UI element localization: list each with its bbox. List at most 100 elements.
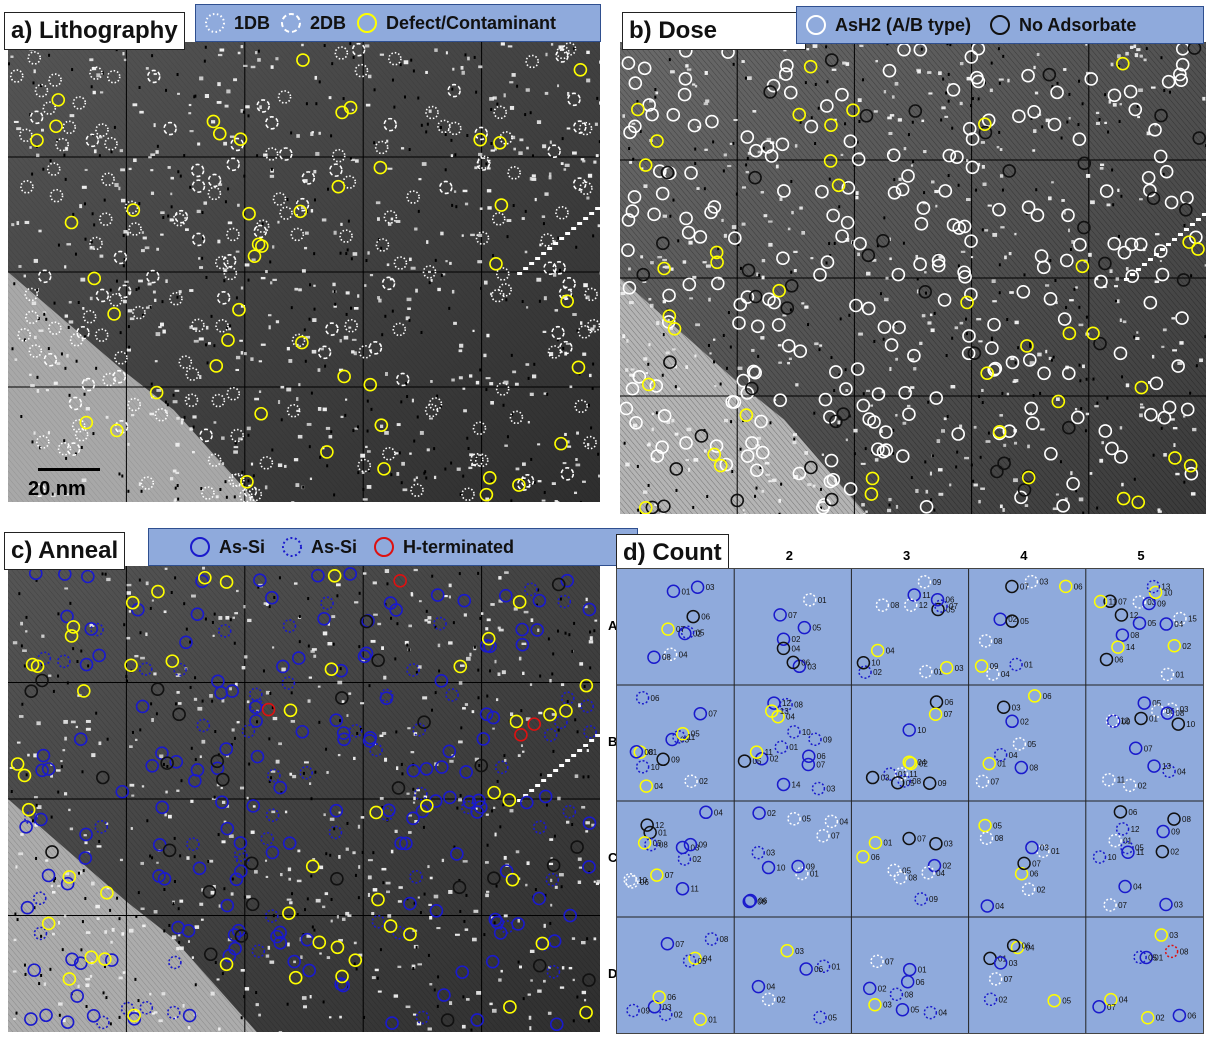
surface-feature xyxy=(408,257,412,262)
ash2-marker xyxy=(627,190,642,204)
ash2-marker xyxy=(750,319,765,334)
surface-feature xyxy=(705,99,710,103)
as-si-marker xyxy=(215,795,229,809)
count-number: 08 xyxy=(1175,709,1184,718)
surface-feature xyxy=(434,48,438,52)
surface-feature xyxy=(255,1003,259,1007)
surface-feature xyxy=(536,120,542,124)
surface-pit xyxy=(318,720,321,724)
surface-feature xyxy=(580,158,585,161)
surface-pit xyxy=(655,411,658,415)
ash2-marker xyxy=(679,436,693,450)
surface-pit xyxy=(123,623,126,627)
surface-pit xyxy=(185,627,188,631)
surface-pit xyxy=(270,167,273,171)
as-si-marker xyxy=(35,763,49,778)
surface-feature xyxy=(501,670,506,675)
count-marker xyxy=(978,634,993,648)
as-si-dotted-marker xyxy=(328,825,343,840)
surface-feature xyxy=(580,321,583,325)
step-streak xyxy=(583,217,589,220)
count-marker xyxy=(856,850,870,864)
surface-feature xyxy=(217,239,221,244)
surface-pit xyxy=(647,362,650,366)
no-adsorbate-marker xyxy=(202,885,217,899)
surface-pit xyxy=(858,119,861,123)
surface-feature xyxy=(106,577,111,582)
no-adsorbate-marker xyxy=(45,845,59,859)
surface-pit xyxy=(166,764,169,768)
surface-feature xyxy=(474,757,480,762)
count-number: 04 xyxy=(654,782,663,791)
count-number: 03 xyxy=(1180,705,1189,714)
surface-feature xyxy=(264,859,268,862)
surface-feature xyxy=(348,692,352,695)
surface-pit xyxy=(535,603,538,607)
as-si-marker xyxy=(379,691,394,705)
surface-feature xyxy=(280,872,283,877)
surface-feature xyxy=(1199,358,1203,363)
ash2-marker xyxy=(1094,274,1108,289)
surface-feature xyxy=(1172,349,1178,352)
1db-marker xyxy=(24,287,39,302)
surface-feature xyxy=(575,458,578,461)
surface-feature xyxy=(250,462,254,466)
surface-feature xyxy=(140,907,145,911)
surface-feature xyxy=(664,265,670,269)
surface-feature xyxy=(599,60,600,64)
ash2-marker xyxy=(740,290,755,304)
ash2-marker xyxy=(1024,401,1038,416)
surface-feature xyxy=(68,808,71,812)
count-marker xyxy=(1172,1008,1187,1023)
surface-feature xyxy=(77,984,80,988)
surface-feature xyxy=(269,174,275,178)
surface-feature xyxy=(549,838,554,841)
no-adsorbate-marker xyxy=(967,346,982,361)
surface-pit xyxy=(53,301,56,305)
no-adsorbate-marker xyxy=(1146,191,1161,206)
surface-feature xyxy=(33,753,38,758)
surface-pit xyxy=(1121,375,1124,379)
surface-pit xyxy=(390,616,393,620)
surface-feature xyxy=(666,420,670,425)
surface-pit xyxy=(431,574,434,578)
surface-feature xyxy=(806,48,810,51)
surface-feature xyxy=(966,159,969,163)
surface-pit xyxy=(138,202,141,206)
surface-feature xyxy=(397,900,402,903)
surface-feature xyxy=(485,377,491,380)
surface-pit xyxy=(873,339,876,343)
no-adsorbate-marker xyxy=(829,414,843,429)
surface-pit xyxy=(54,876,57,880)
surface-pit xyxy=(463,919,466,923)
surface-feature xyxy=(252,805,256,808)
surface-pit xyxy=(945,354,948,358)
count-number: 06 xyxy=(945,698,954,707)
surface-feature xyxy=(68,320,74,324)
surface-feature xyxy=(978,340,983,343)
surface-feature xyxy=(944,115,949,118)
count-number: 06 xyxy=(667,993,676,1002)
ash2-marker xyxy=(946,82,961,97)
surface-feature xyxy=(232,616,235,619)
surface-pit xyxy=(739,266,742,270)
surface-pit xyxy=(1096,506,1099,510)
surface-feature xyxy=(264,485,268,490)
surface-feature xyxy=(513,607,518,611)
surface-pit xyxy=(694,147,697,151)
surface-pit xyxy=(965,317,968,321)
1db-marker xyxy=(230,428,244,443)
surface-feature xyxy=(362,498,368,501)
surface-feature xyxy=(1037,352,1042,357)
count-marker xyxy=(787,725,801,739)
surface-feature xyxy=(714,385,717,388)
surface-feature xyxy=(230,892,234,896)
count-number: 01 xyxy=(934,668,943,677)
surface-pit xyxy=(400,762,403,766)
surface-feature xyxy=(429,983,433,986)
count-number: 02 xyxy=(999,995,1008,1004)
surface-pit xyxy=(261,222,264,226)
surface-feature xyxy=(751,348,755,352)
surface-feature xyxy=(461,70,465,75)
count-number: 05 xyxy=(1148,953,1157,962)
